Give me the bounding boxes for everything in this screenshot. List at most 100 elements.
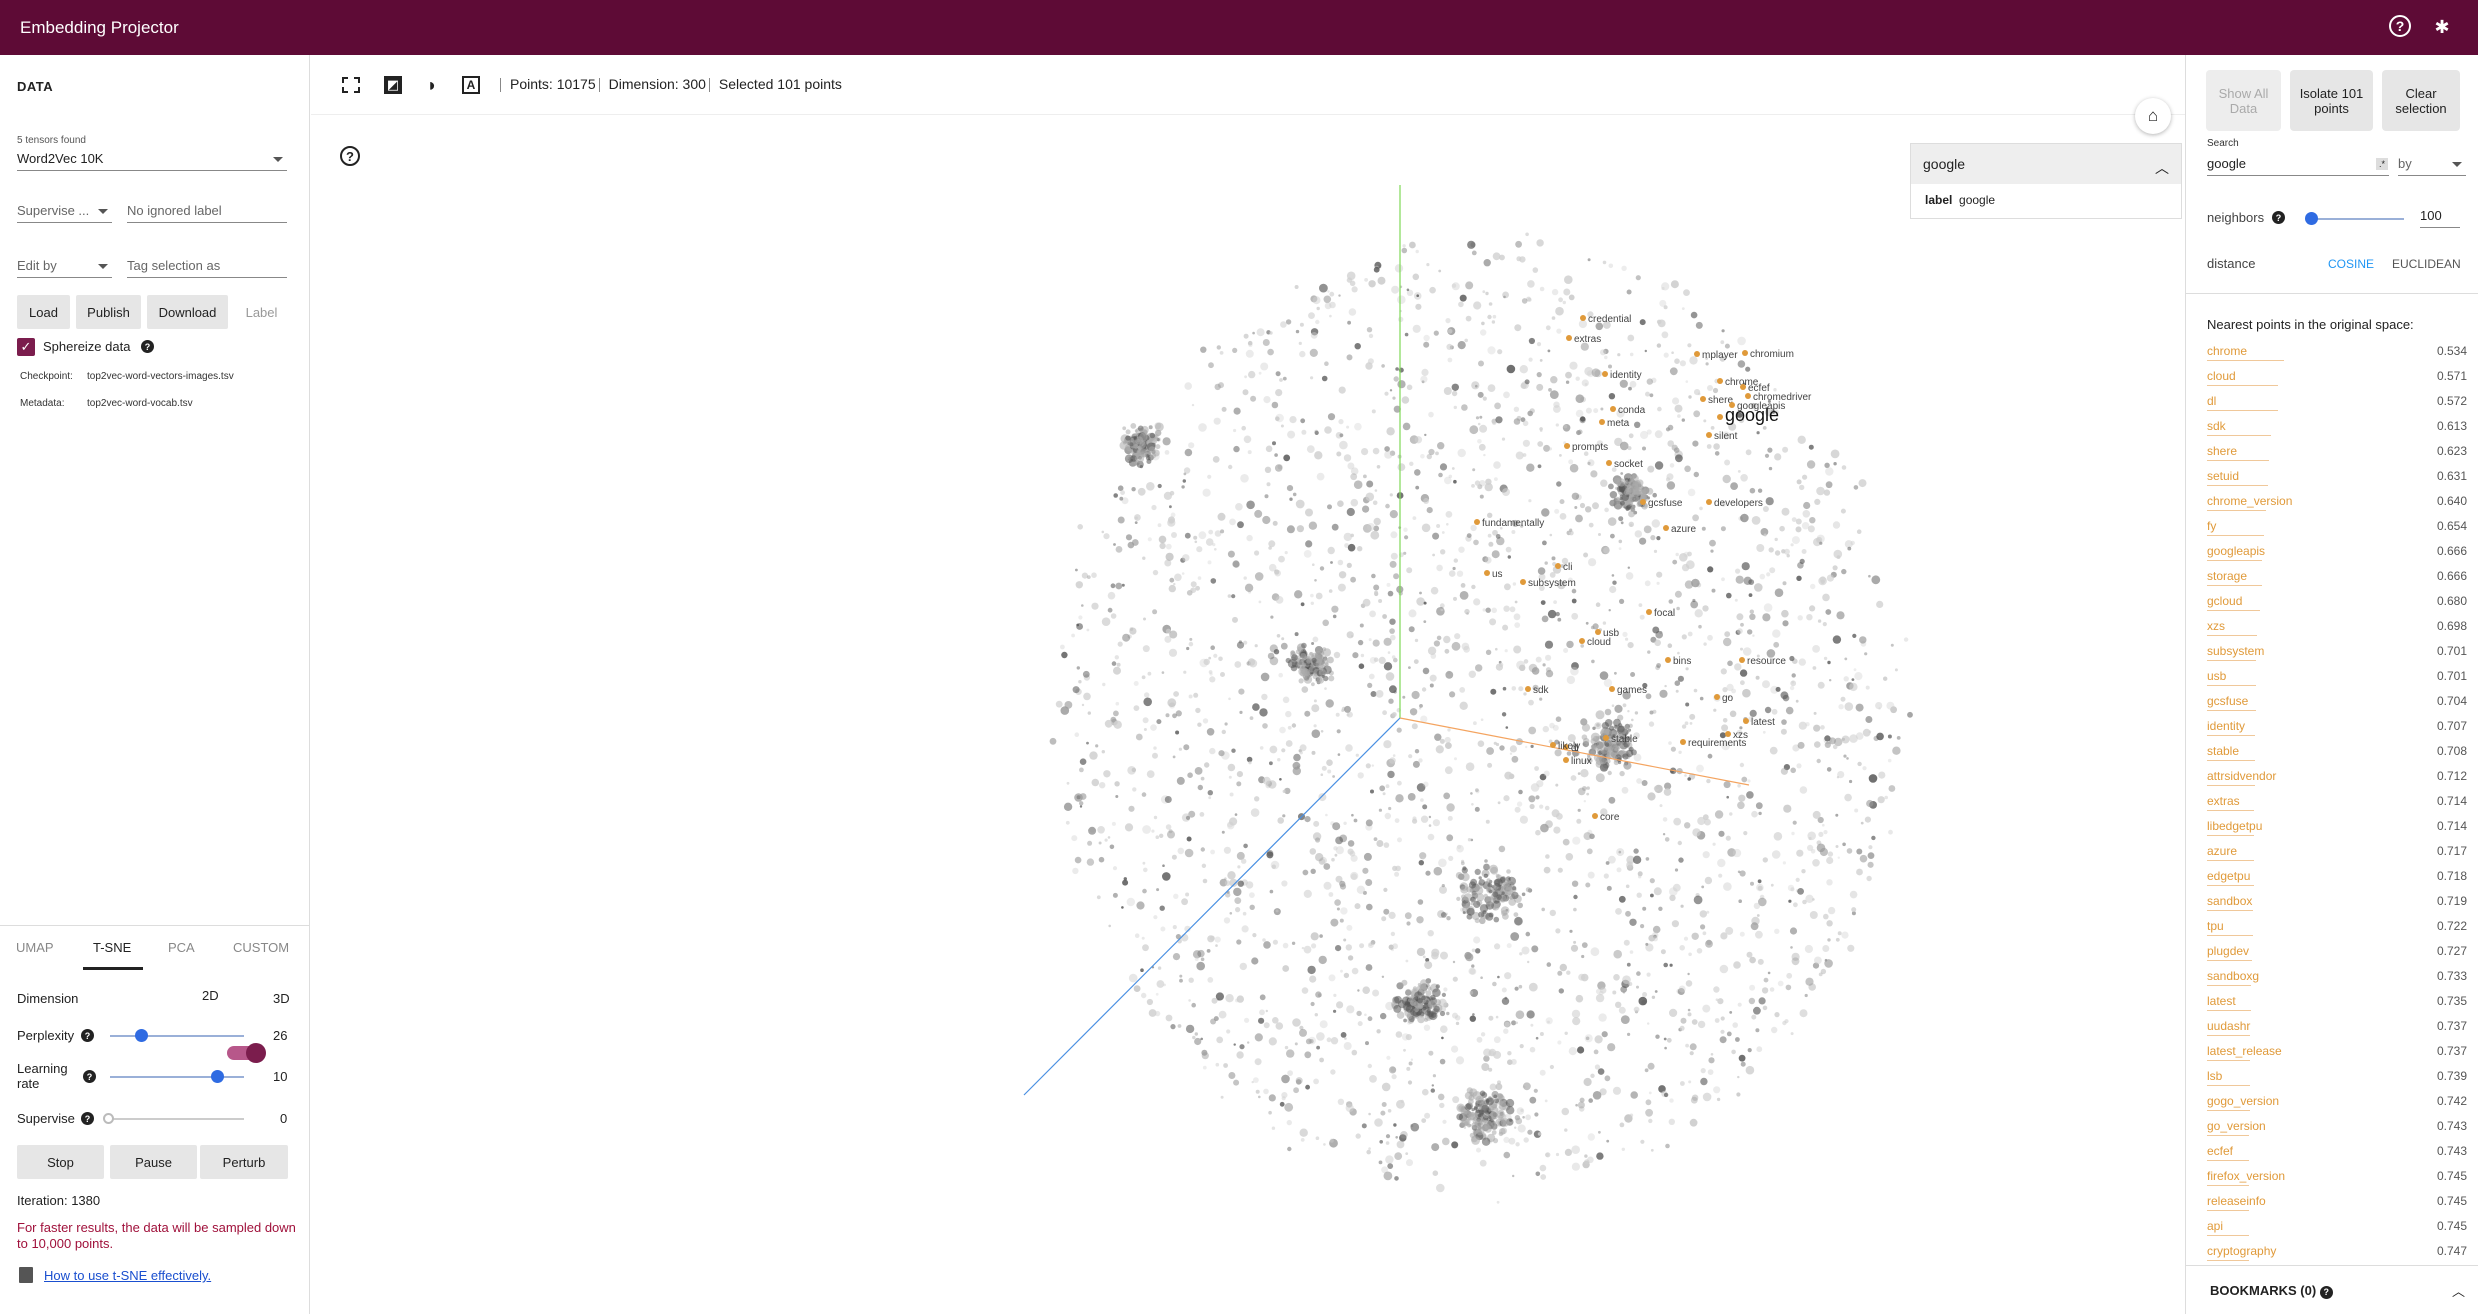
bug-icon[interactable]: ✱ [2434,16,2450,37]
help-icon[interactable]: ? [83,1070,96,1083]
selected-point[interactable] [1742,350,1748,356]
help-icon[interactable]: ? [81,1112,94,1125]
labels-3d-icon[interactable]: A [462,76,480,94]
help-icon[interactable]: ? [81,1029,94,1042]
nearest-point-row[interactable]: chrome_version 0.640 [2207,488,2467,513]
tensor-select[interactable]: Word2Vec 10K [17,149,287,171]
supervise-slider-knob[interactable] [103,1113,114,1124]
nearest-point-row[interactable]: attrsidvendor 0.712 [2207,763,2467,788]
selected-point[interactable] [1714,694,1720,700]
supervise-select[interactable]: Supervise ... [17,201,112,223]
nearest-point-row[interactable]: gcloud 0.680 [2207,588,2467,613]
home-icon[interactable]: ⌂ [2135,98,2171,134]
selected-point[interactable] [1717,414,1723,420]
nearest-point-row[interactable]: dl 0.572 [2207,388,2467,413]
neighbors-slider[interactable] [2306,218,2404,220]
help-icon[interactable]: ? [2389,15,2411,37]
selected-point[interactable] [1663,525,1669,531]
selected-point[interactable] [1484,570,1490,576]
selected-point[interactable] [1555,563,1561,569]
chevron-up-icon[interactable]: ︿ [2155,160,2169,176]
selected-point[interactable] [1566,335,1572,341]
tsne-howto-link[interactable]: How to use t-SNE effectively. [44,1268,212,1283]
help-icon[interactable]: ? [141,340,154,353]
perturb-button[interactable]: Perturb [200,1145,288,1179]
selected-point[interactable] [1564,443,1570,449]
neighbors-slider-knob[interactable] [2305,212,2318,225]
selected-point[interactable] [1563,757,1569,763]
nearest-point-row[interactable]: lsb 0.739 [2207,1063,2467,1088]
publish-button[interactable]: Publish [76,295,141,329]
nearest-point-row[interactable]: usb 0.701 [2207,663,2467,688]
nearest-point-row[interactable]: shere 0.623 [2207,438,2467,463]
bookmarks-bar[interactable]: BOOKMARKS (0) ? ︿ [2186,1265,2478,1314]
tab-pca[interactable]: PCA [168,940,195,955]
chevron-up-icon[interactable]: ︿ [2451,1284,2465,1299]
perplexity-slider[interactable] [110,1035,244,1037]
help-icon[interactable]: ? [2319,1285,2333,1299]
ignored-label-input[interactable]: No ignored label [127,201,287,223]
selected-point[interactable] [1725,731,1731,737]
selected-point[interactable] [1706,432,1712,438]
search-input[interactable]: google [2207,154,2389,176]
selected-point[interactable] [1717,378,1723,384]
nearest-point-row[interactable]: firefox_version 0.745 [2207,1163,2467,1188]
nearest-point-row[interactable]: storage 0.666 [2207,563,2467,588]
selected-point[interactable] [1603,735,1609,741]
nearest-point-row[interactable]: sdk 0.613 [2207,413,2467,438]
nearest-point-row[interactable]: sandbox 0.719 [2207,888,2467,913]
nearest-point-row[interactable]: subsystem 0.701 [2207,638,2467,663]
tab-custom[interactable]: CUSTOM [233,940,290,955]
pause-button[interactable]: Pause [110,1145,197,1179]
moon-icon[interactable]: ◗ [426,74,438,95]
nearest-point-row[interactable]: xzs 0.698 [2207,613,2467,638]
load-button[interactable]: Load [17,295,70,329]
nearest-point-row[interactable]: uudashr 0.737 [2207,1013,2467,1038]
selected-point[interactable] [1610,406,1616,412]
nearest-point-row[interactable]: stable 0.708 [2207,738,2467,763]
sphereize-checkbox[interactable]: ✓ [17,338,35,356]
selected-point[interactable] [1700,396,1706,402]
help-icon[interactable]: ? [2272,211,2285,224]
learning-rate-slider-knob[interactable] [211,1070,224,1083]
nearest-point-row[interactable]: cryptography 0.747 [2207,1238,2467,1263]
tab-tsne[interactable]: T-SNE [93,940,132,955]
clear-selection-button[interactable]: Clear selection [2382,70,2460,131]
nearest-point-row[interactable]: ecfef 0.743 [2207,1138,2467,1163]
selected-point[interactable] [1599,419,1605,425]
euclidean-button[interactable]: EUCLIDEAN [2392,257,2461,271]
show-all-data-button[interactable]: Show All Data [2206,70,2281,131]
nearest-point-row[interactable]: cloud 0.571 [2207,363,2467,388]
nearest-point-row[interactable]: sandboxg 0.733 [2207,963,2467,988]
supervise-slider[interactable] [110,1118,244,1120]
nearest-point-row[interactable]: releaseinfo 0.745 [2207,1188,2467,1213]
selected-point[interactable] [1606,460,1612,466]
search-by-select[interactable]: by [2398,154,2466,176]
selected-point[interactable] [1665,657,1671,663]
edit-by-select[interactable]: Edit by [17,256,112,278]
embedding-scatter-plot[interactable]: credential extras mplayer chromium identity c… [311,115,2185,1314]
stop-button[interactable]: Stop [17,1145,104,1179]
selected-point[interactable] [1745,393,1751,399]
selected-point[interactable] [1474,519,1480,525]
neighbors-input[interactable]: 100 [2420,206,2460,228]
selected-point[interactable] [1579,638,1585,644]
selected-point[interactable] [1525,686,1531,692]
nearest-point-row[interactable]: setuid 0.631 [2207,463,2467,488]
nearest-point-row[interactable]: gcsfuse 0.704 [2207,688,2467,713]
nearest-point-row[interactable]: fy 0.654 [2207,513,2467,538]
selected-point[interactable] [1729,402,1735,408]
dimension-toggle[interactable] [227,1043,266,1063]
nearest-point-row[interactable]: tpu 0.722 [2207,913,2467,938]
nearest-point-row[interactable]: api 0.745 [2207,1213,2467,1238]
nearest-point-row[interactable]: extras 0.714 [2207,788,2467,813]
selected-point[interactable] [1520,579,1526,585]
selected-point[interactable] [1740,384,1746,390]
selected-point[interactable] [1739,657,1745,663]
selected-point[interactable] [1694,351,1700,357]
perplexity-slider-knob[interactable] [135,1029,148,1042]
isolate-points-button[interactable]: Isolate 101 points [2290,70,2373,131]
selected-point[interactable] [1550,742,1556,748]
selected-point[interactable] [1580,315,1586,321]
selected-point[interactable] [1563,744,1569,750]
